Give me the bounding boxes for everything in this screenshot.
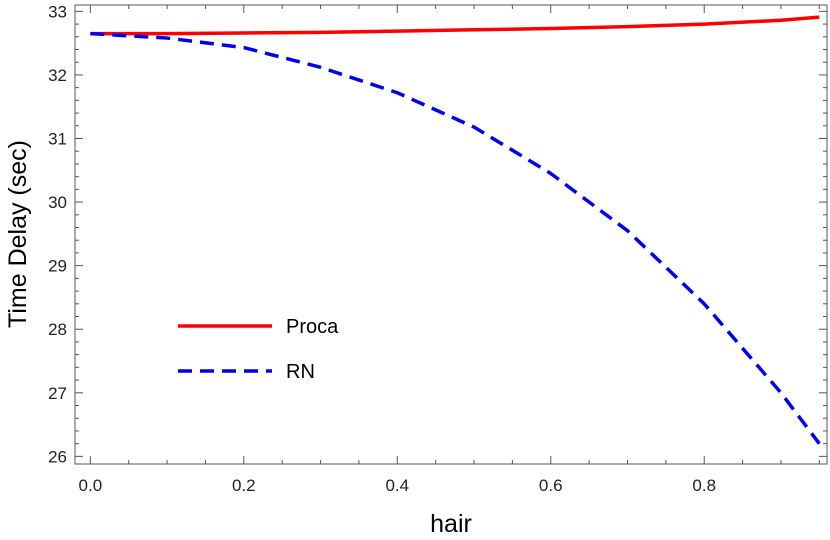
x-tick-label: 0.4	[385, 476, 409, 495]
tick-labels: 0.0 0.2 0.4 0.6 0.8 26 27 28 29 30 31 32 33	[48, 2, 716, 495]
y-tick-label: 26	[48, 447, 67, 466]
y-tick-label: 31	[48, 130, 67, 149]
y-tick-label: 27	[48, 384, 67, 403]
x-tick-label: 0.0	[79, 476, 103, 495]
series-lines	[90, 15, 821, 445]
legend: Proca RN	[178, 316, 339, 383]
x-tick-label: 0.6	[539, 476, 563, 495]
x-tick-label: 0.8	[692, 476, 716, 495]
axis-ticks	[75, 5, 827, 464]
x-axis-title: hair	[430, 510, 472, 538]
y-tick-label: 30	[48, 193, 67, 212]
y-axis-title: Time Delay (sec)	[4, 140, 32, 328]
x-tick-label: 0.2	[232, 476, 256, 495]
series-line-proca	[90, 15, 820, 36]
y-tick-label: 33	[48, 2, 67, 21]
legend-label-rn: RN	[286, 361, 315, 383]
series-line-rn	[90, 31, 821, 445]
y-tick-label: 32	[48, 66, 67, 85]
y-tick-label: 28	[48, 320, 67, 339]
y-tick-label: 29	[48, 257, 67, 276]
plot-frame	[74, 4, 828, 465]
legend-label-proca: Proca	[286, 316, 339, 338]
